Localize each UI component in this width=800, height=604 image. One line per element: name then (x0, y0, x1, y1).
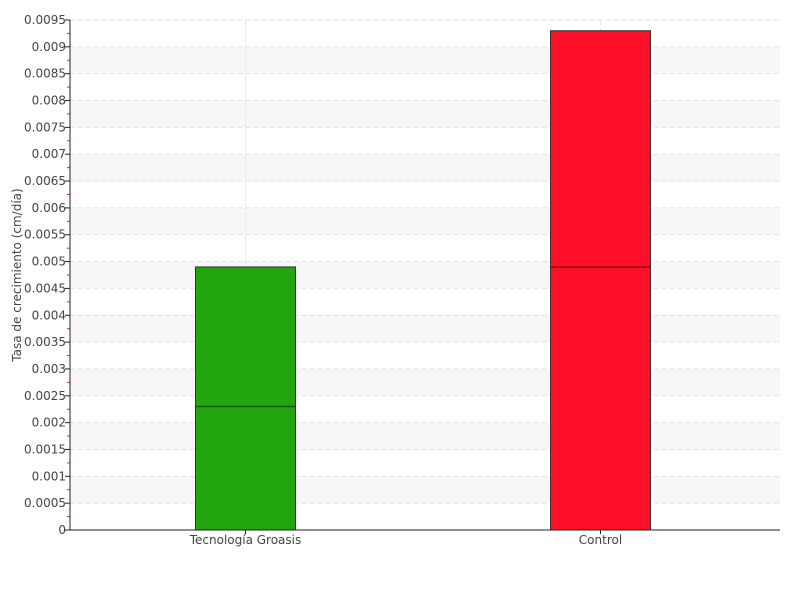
background-band (70, 422, 780, 450)
background-band (70, 100, 780, 128)
y-tick-label: 0.0095 (24, 13, 66, 27)
y-tick-label: 0.0055 (24, 228, 66, 242)
background-band (70, 46, 780, 74)
y-tick-label: 0.004 (32, 308, 66, 322)
background-bands (70, 46, 780, 504)
bars (195, 30, 651, 531)
y-tick-label: 0.005 (32, 255, 66, 269)
y-tick-label: 0.0025 (24, 389, 66, 403)
y-tick-label: 0.001 (32, 469, 66, 483)
y-tick-label: 0.007 (32, 147, 66, 161)
background-band (70, 261, 780, 289)
y-tick-label: 0.006 (32, 201, 66, 215)
background-band (70, 315, 780, 343)
bar (550, 30, 651, 531)
y-tick-label: 0.003 (32, 362, 66, 376)
y-tick-label: 0.0045 (24, 281, 66, 295)
y-tick-label: 0.009 (32, 40, 66, 54)
y-tick-label: 0.002 (32, 416, 66, 430)
x-tick-label: Control (579, 533, 622, 547)
axes: 0 0.0005 0.001 0.0015 0.002 0.0025 0.003 0.0035… (24, 13, 780, 547)
bar (195, 266, 296, 531)
y-tick-label: 0.0075 (24, 120, 66, 134)
y-tick-label: 0.0065 (24, 174, 66, 188)
y-tick-label: 0.0085 (24, 67, 66, 81)
y-tick-label: 0.0015 (24, 442, 66, 456)
y-axis-label: Tasa de crecimiento (cm/día) (10, 188, 24, 362)
y-tick-label: 0.0035 (24, 335, 66, 349)
background-band (70, 368, 780, 396)
background-band (70, 207, 780, 235)
y-tick-label: 0.008 (32, 94, 66, 108)
y-tick-label: 0.0005 (24, 496, 66, 510)
y-tick-label: 0 (58, 523, 66, 537)
x-tick-label: Tecnología Groasis (189, 533, 302, 547)
background-band (70, 154, 780, 182)
background-band (70, 476, 780, 504)
gridlines (70, 19, 780, 530)
